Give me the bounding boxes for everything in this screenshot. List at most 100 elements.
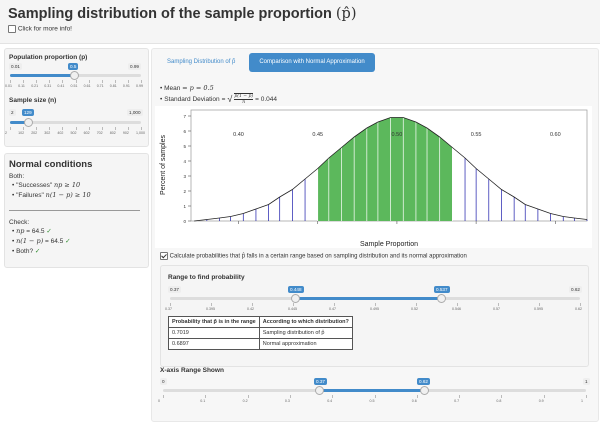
more-info-checkbox[interactable] bbox=[8, 25, 16, 33]
y-tick-label: 6 bbox=[183, 129, 186, 134]
prob-table-header-prob: Probability that p̂ is in the range bbox=[168, 316, 260, 328]
x-tick-label: 0.45 bbox=[312, 132, 323, 138]
header-bar bbox=[0, 0, 600, 44]
slider-tick bbox=[62, 127, 64, 130]
tab-sampling-distribution[interactable]: Sampling Distribution of p̂ bbox=[167, 59, 236, 65]
sample-size-fill bbox=[10, 121, 27, 124]
slider-tick-label: 0.81 bbox=[109, 84, 117, 88]
sd-value: = 0.044 bbox=[255, 95, 277, 103]
x-tick-label: 0.40 bbox=[233, 132, 244, 138]
y-tick-label: 2 bbox=[183, 189, 186, 194]
slider-tick bbox=[36, 80, 38, 83]
slider-tick bbox=[101, 127, 103, 130]
slider-tick bbox=[163, 395, 164, 398]
y-tick-label: 4 bbox=[183, 159, 186, 164]
slider-tick bbox=[23, 80, 25, 83]
x-tick-label: 0.60 bbox=[550, 132, 561, 138]
calc-checkbox[interactable] bbox=[160, 252, 168, 260]
more-info-row[interactable]: Click for more info! bbox=[8, 25, 72, 33]
slider-tick bbox=[374, 395, 376, 398]
sd-label: Standard Deviation bbox=[164, 95, 220, 103]
range-lo-value: 0.448 bbox=[288, 286, 304, 293]
xaxis-range-label: X-axis Range Shown bbox=[160, 367, 224, 374]
xaxis-range-min: 0 bbox=[160, 378, 167, 385]
check-n1p-math: n(1 − p) bbox=[16, 237, 44, 245]
slider-tick bbox=[580, 303, 581, 306]
slider-tick-label: 0 bbox=[158, 399, 160, 403]
both-label: Both: bbox=[9, 173, 25, 180]
slider-tick bbox=[114, 80, 116, 83]
xaxis-range-lo-handle[interactable] bbox=[315, 386, 324, 395]
slider-tick-label: 0.47 bbox=[329, 307, 336, 311]
slider-tick-label: 202 bbox=[31, 131, 38, 135]
slider-tick bbox=[289, 395, 291, 398]
range-hi-value: 0.537 bbox=[434, 286, 450, 293]
sample-size-min: 2 bbox=[9, 109, 16, 116]
slider-tick-label: 0.01 bbox=[5, 84, 12, 88]
check-np-math: np bbox=[16, 227, 25, 235]
check-n1p-value: = 64.5 bbox=[45, 238, 64, 245]
range-min: 0.37 bbox=[168, 286, 181, 293]
title-symbol: (p̂) bbox=[335, 6, 357, 22]
slider-tick bbox=[498, 303, 499, 306]
slider-tick-label: 0.52 bbox=[411, 307, 418, 311]
table-row: 0.6897 Normal approximation bbox=[168, 338, 353, 350]
dist-cell: Sampling distribution of p̂ bbox=[258, 327, 353, 339]
check-both-label: Both? bbox=[16, 248, 34, 255]
tab-normal-approximation[interactable]: Comparison with Normal Approximation bbox=[249, 53, 375, 72]
range-lo-handle[interactable] bbox=[291, 294, 300, 303]
slider-tick bbox=[211, 303, 212, 306]
successes-math: np ≥ 10 bbox=[53, 181, 81, 189]
slider-tick bbox=[127, 127, 129, 130]
pop-prop-handle[interactable] bbox=[70, 71, 79, 80]
shaded-probability-area bbox=[317, 117, 453, 221]
slider-tick-label: 702 bbox=[96, 131, 103, 135]
slider-tick-label: 0.8 bbox=[496, 399, 502, 403]
range-hi-handle[interactable] bbox=[437, 294, 446, 303]
slider-tick bbox=[457, 303, 458, 306]
slider-tick bbox=[75, 127, 77, 130]
check-np-mark-icon: ✓ bbox=[46, 228, 52, 235]
xaxis-range-hi-handle[interactable] bbox=[420, 386, 429, 395]
slider-tick bbox=[459, 395, 461, 398]
slider-tick bbox=[293, 303, 294, 306]
slider-tick bbox=[23, 127, 25, 130]
slider-tick bbox=[205, 395, 207, 398]
pop-prop-max: 0.99 bbox=[128, 63, 141, 70]
slider-tick-label: 0.91 bbox=[122, 84, 130, 88]
calc-row[interactable]: Calculate probabilities that p̂ falls in… bbox=[160, 252, 467, 260]
xaxis-range-lo-value: 0.37 bbox=[314, 378, 327, 385]
sample-size-value: 129 bbox=[22, 109, 34, 116]
slider-tick-label: 0.51 bbox=[70, 84, 78, 88]
sample-size-label: Sample size (n) bbox=[9, 97, 57, 104]
slider-tick-label: 602 bbox=[83, 131, 90, 135]
xaxis-range-max: 1 bbox=[583, 378, 590, 385]
slider-tick bbox=[49, 80, 51, 83]
sample-size-handle[interactable] bbox=[24, 118, 33, 127]
normal-curve bbox=[194, 117, 588, 222]
sd-denominator: n bbox=[242, 100, 246, 105]
sd-fraction: p(1 − p) n bbox=[234, 93, 254, 105]
slider-tick bbox=[334, 303, 335, 306]
slider-tick bbox=[88, 127, 90, 130]
slider-tick-label: 0.31 bbox=[44, 84, 52, 88]
slider-tick bbox=[501, 395, 503, 398]
sample-size-track[interactable] bbox=[10, 121, 141, 124]
sample-size-max: 1,000 bbox=[127, 109, 143, 116]
slider-tick bbox=[10, 127, 11, 130]
slider-tick-label: 402 bbox=[57, 131, 64, 135]
slider-tick bbox=[586, 395, 587, 398]
pop-prop-label: Population proportion (p) bbox=[9, 54, 88, 61]
conditions-heading: Normal conditions bbox=[9, 159, 93, 170]
pop-prop-value: 0.5 bbox=[68, 63, 79, 70]
slider-tick-label: 0.41 bbox=[57, 84, 65, 88]
slider-tick-label: 0.21 bbox=[31, 84, 39, 88]
slider-tick-label: 0.42 bbox=[247, 307, 254, 311]
slider-tick-label: 0.395 bbox=[206, 307, 215, 311]
x-tick-label: 0.55 bbox=[471, 132, 482, 138]
slider-tick-label: 1,000 bbox=[136, 131, 145, 135]
successes-condition: • "Successes" np ≥ 10 bbox=[12, 181, 81, 189]
slider-tick bbox=[10, 80, 11, 83]
slider-tick-label: 0.62 bbox=[575, 307, 582, 311]
mean-value: = p = 0.5 bbox=[182, 84, 214, 92]
